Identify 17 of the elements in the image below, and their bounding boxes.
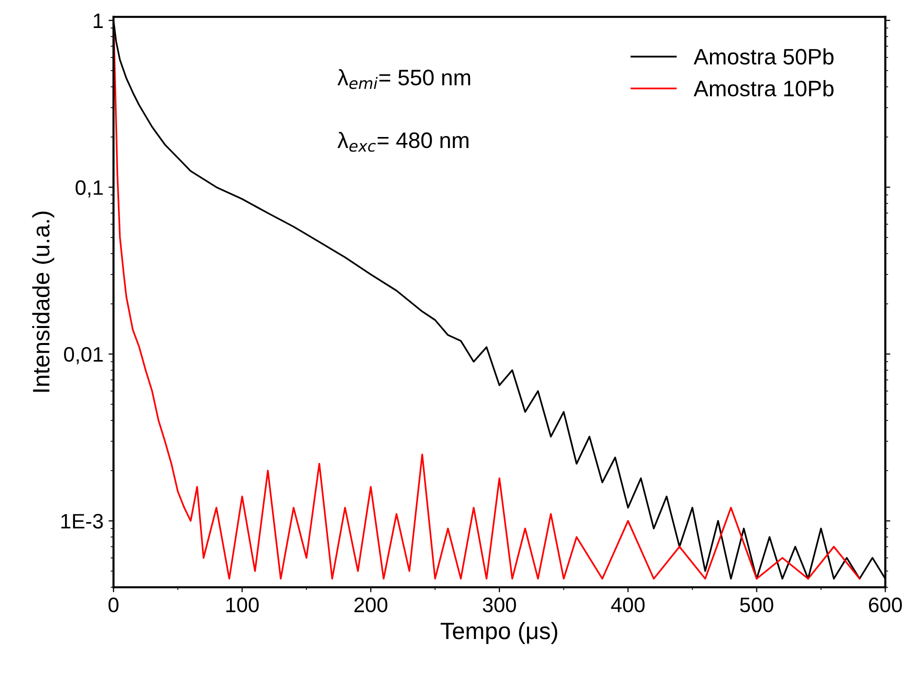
y-tick-label: 1E-3 [61,514,103,529]
x-tick-label: 0 [108,598,118,612]
x-tick-label: 300 [482,598,516,612]
y-tick-label: 0,01 [64,347,103,364]
y-tick-label: 0,1 [76,180,103,198]
y-tick-label: 1 [94,14,103,28]
x-tick-label: 500 [740,598,774,612]
annotation: λ$_{exc}$= 480 nm [337,132,468,152]
annotation: λ$_{emi}$= 550 nm [337,69,470,90]
y-axis-title: Intensidade (u.a.) [32,212,54,392]
legend-label: Amostra 50Pb [694,48,834,65]
legend-label: Amostra 10Pb [694,80,834,96]
x-tick-label: 600 [868,598,902,612]
x-tick-label: 400 [611,598,645,612]
x-tick-label: 100 [226,598,259,612]
x-tick-label: 200 [354,598,388,612]
x-axis-title: Tempo (μs) [440,622,558,644]
